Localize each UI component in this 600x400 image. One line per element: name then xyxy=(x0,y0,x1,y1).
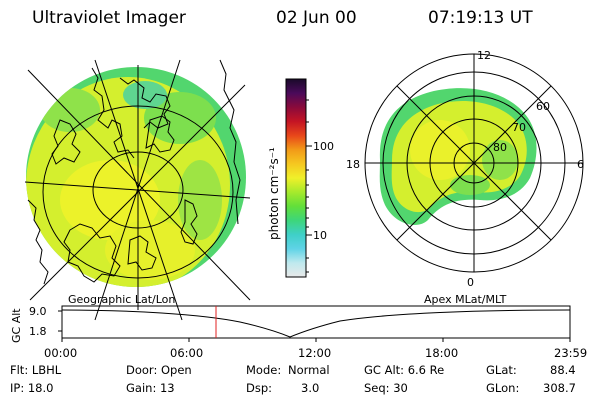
altitude-x-tick-label: 06:00 xyxy=(170,346,203,360)
polar-mlt-label-right: 6 xyxy=(577,158,584,171)
seq-readout: Seq: 30 xyxy=(364,381,408,395)
altitude-x-tick-label: 12:00 xyxy=(298,346,331,360)
colorbar: 100 10 photon cm⁻²s⁻¹ xyxy=(267,78,334,278)
altitude-y-tick-label: 1.8 xyxy=(29,325,47,338)
geo-emission-hot xyxy=(105,220,195,280)
polar-mlt-label-top: 12 xyxy=(477,49,491,62)
geo-coastline xyxy=(27,199,49,285)
altitude-x-tick-label: 18:00 xyxy=(425,346,458,360)
altitude-x-tick-label: 00:00 xyxy=(44,346,77,360)
colorbar-gradient xyxy=(285,78,307,278)
geo-emission-patch xyxy=(40,88,100,132)
glon-value: 308.7 xyxy=(543,381,576,395)
gc-alt-readout: GC Alt: 6.6 Re xyxy=(364,363,445,377)
polar-plot: 12 18 6 0 60 70 80 xyxy=(346,49,584,289)
geo-coastline xyxy=(91,67,135,159)
geo-coastline xyxy=(145,115,175,153)
header-date: 02 Jun 00 xyxy=(276,8,357,28)
header-time: 07:19:13 UT xyxy=(428,8,533,28)
glat-value: 88.4 xyxy=(550,363,576,377)
ip-readout: IP: 18.0 xyxy=(10,381,54,395)
colorbar-tick-label: 10 xyxy=(313,229,327,242)
glon-label: GLon: xyxy=(486,381,520,395)
geo-coastline xyxy=(219,59,241,225)
geo-emission-patch xyxy=(144,92,216,144)
dsp-label: Dsp: xyxy=(246,381,273,395)
geo-coastline xyxy=(180,199,198,245)
filter-readout: Flt: LBHL xyxy=(10,363,62,377)
altitude-y-tick-label: 9.0 xyxy=(29,305,47,318)
polar-lat-label: 80 xyxy=(493,141,507,154)
polar-lat-label: 70 xyxy=(512,121,526,134)
polar-lat-label: 60 xyxy=(536,100,550,113)
polar-mlt-label-bottom: 0 xyxy=(467,276,474,289)
door-readout: Door: Open xyxy=(126,363,192,377)
geo-dim-area xyxy=(123,81,167,109)
altitude-x-tick-label: 23:59 xyxy=(554,346,587,360)
polar-emission-hot xyxy=(410,120,470,180)
colorbar-tick-label: 100 xyxy=(313,140,334,153)
gain-readout: Gain: 13 xyxy=(126,381,175,395)
polar-mlt-label-left: 18 xyxy=(346,158,360,171)
dsp-value: 3.0 xyxy=(301,381,320,395)
geo-coastline xyxy=(127,235,157,271)
polar-emission-patch xyxy=(450,175,490,195)
altitude-plot: GC Alt 9.0 1.8 00:00 06:00 12:00 18:00 2… xyxy=(10,305,587,360)
geo-coastline xyxy=(63,223,121,283)
polar-caption: Apex MLat/MLT xyxy=(424,293,507,306)
geo-emission-patch xyxy=(178,160,222,240)
app-title: Ultraviolet Imager xyxy=(32,8,186,28)
geo-caption: Geographic Lat/Lon xyxy=(68,293,175,306)
geo-coastline xyxy=(119,77,171,129)
colorbar-label: photon cm⁻²s⁻¹ xyxy=(267,147,281,240)
polar-emission-patch xyxy=(482,140,518,180)
mode-label: Mode: xyxy=(246,363,282,377)
altitude-curve xyxy=(61,309,571,338)
glat-label: GLat: xyxy=(486,363,517,377)
geographic-map xyxy=(24,59,251,321)
mode-value: Normal xyxy=(288,363,330,377)
polar-mlt-line xyxy=(396,85,552,241)
geo-coastline xyxy=(51,119,81,165)
altitude-ylabel: GC Alt xyxy=(10,308,23,343)
